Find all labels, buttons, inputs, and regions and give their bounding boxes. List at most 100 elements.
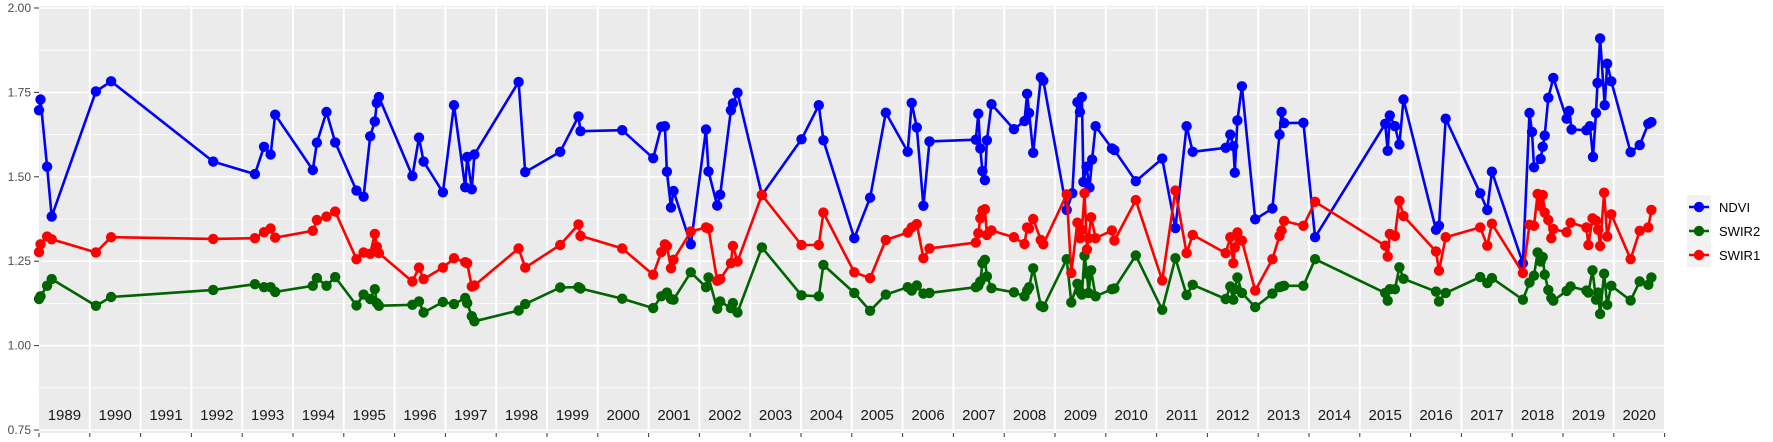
ndvi-point [1081, 161, 1092, 172]
swir1-point [665, 263, 677, 274]
swir1-point [732, 256, 743, 267]
swir2-point [703, 272, 714, 283]
swir2-point [1602, 299, 1613, 310]
legend-label: NDVI [1719, 200, 1750, 215]
x-tick-label-year: 2008 [1013, 407, 1046, 424]
x-tick-label-year: 1997 [454, 407, 487, 424]
ndvi-point [979, 175, 991, 186]
ndvi-point [46, 211, 57, 222]
swir2-point [46, 273, 57, 285]
swir1-point [880, 234, 891, 246]
swir1-point [1382, 251, 1393, 262]
x-tick-label-year: 1994 [302, 407, 335, 424]
swir2-point [373, 300, 385, 311]
swir1-point [448, 253, 460, 264]
ndvi-point [1008, 124, 1020, 135]
swir1-point [727, 240, 739, 252]
ndvi-point [1074, 106, 1086, 118]
grid-lines [39, 6, 1664, 433]
swir2-point [1090, 291, 1101, 302]
swir1-point [1625, 254, 1636, 265]
x-tick-label-year: 2003 [759, 407, 792, 424]
ndvi-point [555, 146, 566, 157]
swir2-point [1170, 253, 1181, 264]
ndvi-point [864, 192, 876, 203]
legend-label: SWIR1 [1719, 248, 1760, 263]
ndvi-point [1157, 153, 1168, 164]
swir1-point [1546, 233, 1557, 244]
ndvi-point [35, 94, 46, 105]
swir2-point [1278, 280, 1290, 291]
swir2-point [330, 271, 341, 283]
swir1-point [1076, 224, 1088, 235]
x-tick-label-year: 1993 [251, 407, 284, 424]
x-tick-label-year: 2020 [1623, 407, 1656, 424]
ndvi-point [1232, 115, 1243, 126]
swir1-point [1598, 187, 1610, 198]
y-tick-label: 2.00 [8, 1, 32, 15]
x-tick-label-year: 2005 [861, 407, 894, 424]
swir1-point [924, 243, 935, 254]
swir1-point [1602, 231, 1613, 242]
swir1-point [1646, 204, 1657, 216]
swir2-point [864, 305, 876, 316]
swir2-point [1389, 284, 1401, 295]
swir1-point [661, 240, 673, 252]
swir1-point [1278, 215, 1290, 227]
swir2-point [513, 305, 524, 316]
swir2-point [1187, 279, 1198, 290]
x-tick-label-year: 2019 [1572, 407, 1605, 424]
ndvi-point [1019, 115, 1030, 127]
swir1-point [520, 262, 531, 273]
x-tick-label-year: 2017 [1470, 407, 1503, 424]
swir2-point [1548, 295, 1559, 306]
ndvi-point [321, 106, 332, 118]
swir2-point [1394, 262, 1405, 273]
ndvi-point [1398, 94, 1409, 105]
ndvi-point [1380, 118, 1391, 129]
swir2-point [469, 316, 480, 327]
swir2-point [727, 297, 739, 309]
swir2-point [1398, 273, 1409, 284]
y-tick-label: 1.50 [8, 170, 32, 184]
ndvi-point [33, 105, 45, 116]
ndvi-point [1539, 130, 1550, 141]
swir1-point [1074, 233, 1086, 244]
ndvi-point [906, 97, 917, 109]
swir2-point [1228, 294, 1239, 305]
ndvi-point [977, 165, 988, 177]
swir2-point [351, 300, 362, 311]
ndvi-point [270, 109, 281, 120]
ndvi-point [1548, 72, 1559, 84]
swir2-point [1038, 301, 1049, 313]
ndvi-point [1590, 107, 1602, 119]
swir2-point [818, 259, 829, 271]
ndvi-point [373, 91, 385, 103]
swir1-point [1276, 225, 1287, 236]
ndvi-point [1563, 105, 1575, 117]
swir1-point [33, 246, 45, 258]
swir1-point [469, 280, 480, 291]
swir2-point [418, 307, 429, 318]
ndvi-point [1076, 91, 1088, 103]
swir2-point [1528, 270, 1540, 281]
swir2-point [1267, 288, 1278, 299]
swir2-point [700, 282, 712, 293]
ndvi-point [911, 122, 922, 133]
swir1-point [685, 226, 696, 237]
ndvi-point [1038, 75, 1049, 86]
x-tick-label-year: 2015 [1369, 407, 1402, 424]
swir1-point [407, 276, 418, 287]
x-tick-label-year: 2010 [1115, 407, 1148, 424]
swir1-point [1008, 232, 1020, 243]
swir1-point [321, 211, 332, 222]
swir1-point [46, 234, 57, 245]
ndvi-point [1537, 141, 1548, 152]
legend-key-point [1693, 201, 1705, 213]
swir1-point [1482, 240, 1493, 251]
swir1-point [1019, 238, 1030, 250]
ndvi-point [648, 153, 659, 164]
ndvi-point [1187, 146, 1198, 157]
ndvi-point [1236, 81, 1248, 92]
ndvi-point [358, 191, 369, 202]
